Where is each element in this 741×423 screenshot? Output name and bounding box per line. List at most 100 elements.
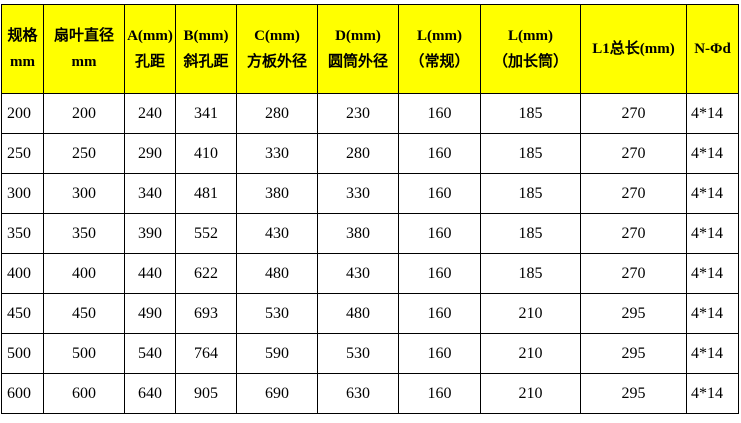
table-cell: 540	[124, 333, 176, 374]
table-row: 350 350 390 552 430 380 160 185 270 4*14	[1, 213, 739, 254]
header-line: mm	[71, 54, 97, 70]
table-cell: 295	[580, 333, 687, 374]
table-cell: 330	[236, 133, 318, 174]
header-line: （加长筒）	[492, 54, 568, 70]
column-header: C(mm) 方板外径	[236, 4, 318, 94]
header-row: 规格 mm 扇叶直径 mm A(mm) 孔距 B(mm) 斜孔距 C(mm) 方板外径 D(mm) 圆…	[1, 4, 739, 94]
header-line: 斜孔距	[183, 54, 229, 70]
table-cell: 490	[124, 293, 176, 334]
table-cell: 250	[43, 133, 125, 174]
table-cell: 640	[124, 373, 176, 414]
table-cell: 210	[480, 373, 581, 414]
table-cell: 4*14	[686, 173, 739, 214]
table-cell: 500	[43, 333, 125, 374]
table-cell: 200	[1, 93, 44, 134]
table-cell: 210	[480, 333, 581, 374]
table-cell: 340	[124, 173, 176, 214]
table-cell: 430	[236, 213, 318, 254]
table-cell: 410	[175, 133, 237, 174]
table-cell: 300	[43, 173, 125, 214]
table-cell: 350	[1, 213, 44, 254]
table-cell: 480	[317, 293, 399, 334]
table-cell: 590	[236, 333, 318, 374]
table-cell: 270	[580, 213, 687, 254]
spec-table: 规格 mm 扇叶直径 mm A(mm) 孔距 B(mm) 斜孔距 C(mm) 方板外径 D(mm) 圆…	[1, 4, 739, 414]
table-row: 600 600 640 905 690 630 160 210 295 4*14	[1, 373, 739, 414]
header-line: 孔距	[134, 54, 165, 70]
table-cell: 330	[317, 173, 399, 214]
table-cell: 270	[580, 253, 687, 294]
table-cell: 160	[398, 133, 481, 174]
table-cell: 280	[317, 133, 399, 174]
table-cell: 341	[175, 93, 237, 134]
table-cell: 350	[43, 213, 125, 254]
header-line: B(mm)	[183, 28, 229, 44]
table-cell: 270	[580, 133, 687, 174]
table-row: 500 500 540 764 590 530 160 210 295 4*14	[1, 333, 739, 374]
column-header: N-Φd	[686, 4, 739, 94]
table-cell: 185	[480, 133, 581, 174]
column-header: L1总长(mm)	[580, 4, 687, 94]
header-line: L1总长(mm)	[592, 41, 675, 57]
table-cell: 160	[398, 93, 481, 134]
header-line: L(mm)	[417, 28, 462, 44]
table-cell: 4*14	[686, 133, 739, 174]
table-cell: 4*14	[686, 93, 739, 134]
table-row: 200 200 240 341 280 230 160 185 270 4*14	[1, 93, 739, 134]
header-line: C(mm)	[254, 28, 300, 44]
table-cell: 270	[580, 93, 687, 134]
table-cell: 160	[398, 373, 481, 414]
table-cell: 200	[43, 93, 125, 134]
table-cell: 693	[175, 293, 237, 334]
table-cell: 450	[43, 293, 125, 334]
table-cell: 160	[398, 213, 481, 254]
table-cell: 280	[236, 93, 318, 134]
table-row: 300 300 340 481 380 330 160 185 270 4*14	[1, 173, 739, 214]
table-cell: 290	[124, 133, 176, 174]
table-row: 400 400 440 622 480 430 160 185 270 4*14	[1, 253, 739, 294]
table-cell: 185	[480, 253, 581, 294]
table-cell: 160	[398, 333, 481, 374]
header-line: （常规）	[409, 54, 470, 70]
table-cell: 622	[175, 253, 237, 294]
header-line: 扇叶直径	[53, 28, 114, 44]
table-cell: 250	[1, 133, 44, 174]
table-cell: 4*14	[686, 213, 739, 254]
table-cell: 600	[1, 373, 44, 414]
table-cell: 295	[580, 373, 687, 414]
column-header: B(mm) 斜孔距	[175, 4, 237, 94]
table-cell: 500	[1, 333, 44, 374]
column-header: D(mm) 圆筒外径	[317, 4, 399, 94]
table-cell: 240	[124, 93, 176, 134]
column-header: L(mm) （常规）	[398, 4, 481, 94]
table-cell: 185	[480, 213, 581, 254]
column-header: 扇叶直径 mm	[43, 4, 125, 94]
table-cell: 481	[175, 173, 237, 214]
table-row: 450 450 490 693 530 480 160 210 295 4*14	[1, 293, 739, 334]
table-cell: 4*14	[686, 253, 739, 294]
table-cell: 400	[43, 253, 125, 294]
table-cell: 530	[236, 293, 318, 334]
table-cell: 552	[175, 213, 237, 254]
table-cell: 380	[317, 213, 399, 254]
table-cell: 4*14	[686, 293, 739, 334]
table-cell: 270	[580, 173, 687, 214]
header-line: 方板外径	[246, 54, 307, 70]
table-cell: 380	[236, 173, 318, 214]
column-header: 规格 mm	[1, 4, 44, 94]
table-cell: 480	[236, 253, 318, 294]
table-cell: 185	[480, 173, 581, 214]
table-cell: 230	[317, 93, 399, 134]
column-header: A(mm) 孔距	[124, 4, 176, 94]
header-line: N-Φd	[694, 41, 731, 57]
table-cell: 764	[175, 333, 237, 374]
header-line: 圆筒外径	[327, 54, 388, 70]
table-cell: 160	[398, 253, 481, 294]
header-line: A(mm)	[127, 28, 173, 44]
table-cell: 600	[43, 373, 125, 414]
table-cell: 400	[1, 253, 44, 294]
table-cell: 440	[124, 253, 176, 294]
header-line: D(mm)	[335, 28, 381, 44]
table-cell: 295	[580, 293, 687, 334]
table-cell: 210	[480, 293, 581, 334]
